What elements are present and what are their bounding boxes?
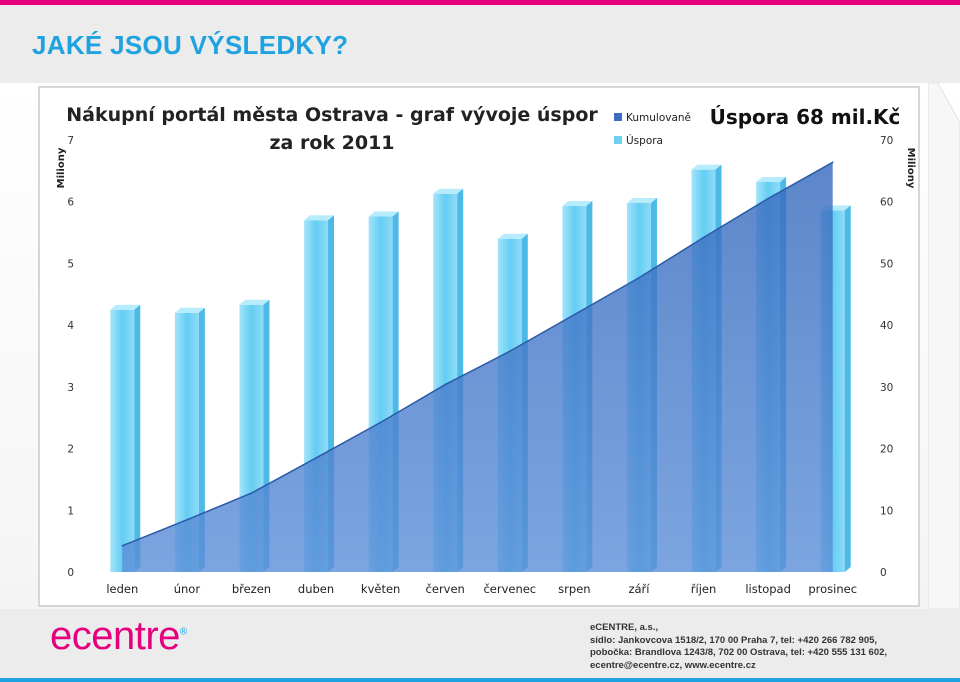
bar-uspora-top (304, 215, 335, 221)
chart-legend: Kumulovaně Úspora (614, 112, 691, 147)
x-tick-label: březen (232, 582, 271, 596)
bar-uspora-top (691, 164, 722, 170)
bar-uspora-side (134, 304, 141, 572)
footer-band (0, 609, 960, 682)
cumulative-point (250, 492, 253, 494)
y-tick-label-left: 7 (67, 135, 74, 147)
header-band (0, 5, 960, 83)
legend-label-savings: Úspora (626, 134, 663, 147)
x-tick-label: únor (174, 582, 201, 596)
y-tick-label-left: 2 (67, 444, 74, 456)
bar-uspora-top (562, 201, 593, 207)
x-tick-label: červen (426, 582, 465, 596)
x-tick-label: leden (106, 582, 138, 596)
y-tick-label-left: 4 (67, 320, 74, 332)
registered-mark-icon: ® (179, 626, 187, 638)
y-tick-label-right: 10 (880, 505, 893, 517)
legend-label-cumulative: Kumulovaně (626, 112, 691, 124)
bar-uspora-top (110, 304, 141, 310)
cumulative-area-fill (122, 162, 833, 572)
x-tick-label: duben (298, 582, 334, 596)
cumulative-point (315, 457, 317, 459)
chart-annotation-total-savings: Úspora 68 mil.Kč (710, 105, 901, 129)
bar-uspora-top (433, 188, 464, 194)
x-tick-label: červenec (483, 582, 536, 596)
cumulative-point (508, 350, 511, 353)
bar-uspora-top (756, 176, 787, 182)
bar-uspora-top (174, 307, 205, 313)
y-tick-label-right: 40 (880, 320, 893, 332)
bar-uspora-side (844, 205, 851, 572)
y-tick-label-right: 50 (880, 258, 893, 270)
cumulative-point (831, 161, 834, 164)
slide-title: JAKÉ JSOU VÝSLEDKY? (32, 30, 349, 60)
cumulative-point (767, 197, 769, 200)
y-tick-label-left: 6 (67, 197, 74, 209)
x-tick-label: říjen (691, 582, 716, 596)
y-tick-label-left: 5 (67, 258, 74, 270)
bar-uspora-top (626, 197, 657, 203)
ecentre-logo: ecentre® (50, 614, 187, 659)
logo-text: ecentre (50, 614, 180, 658)
legend-swatch-savings (614, 136, 622, 144)
y-tick-label-right: 20 (880, 444, 893, 456)
bar-uspora-side (198, 307, 205, 572)
y-tick-label-right: 0 (880, 567, 887, 579)
y-tick-label-right: 30 (880, 382, 893, 394)
company-info: eCENTRE, a.s., sídlo: Jankovcova 1518/2,… (590, 622, 887, 672)
cumulative-area-edge (122, 161, 834, 547)
bar-uspora (110, 309, 135, 572)
x-tick-label: listopad (745, 582, 791, 596)
cumulative-point (186, 519, 188, 521)
chart-title-line-2: za rok 2011 (269, 132, 394, 154)
cumulative-point (121, 544, 124, 547)
cumulative-point (379, 421, 382, 424)
legend-swatch-cumulative (614, 113, 622, 121)
bar-uspora-top (497, 233, 528, 239)
company-line: eCENTRE, a.s., (590, 622, 659, 633)
chart-title-line-1: Nákupní portál města Ostrava - graf vývo… (66, 104, 598, 126)
y-tick-label-left: 3 (67, 382, 74, 394)
x-tick-label: srpen (558, 582, 590, 596)
y-tick-label-right: 70 (880, 135, 893, 147)
cumulative-area (121, 161, 834, 572)
y-axis-label-left: Miliony (56, 147, 67, 188)
top-accent-stripe (0, 0, 960, 5)
cumulative-point (573, 313, 576, 316)
bottom-accent-stripe (0, 678, 960, 682)
x-tick-label: květen (361, 582, 400, 596)
x-tick-label: prosinec (808, 582, 857, 596)
company-line: sídlo: Jankovcova 1518/2, 170 00 Praha 7… (590, 634, 878, 646)
decorative-arrow-shape (928, 83, 960, 609)
cumulative-point (702, 236, 705, 239)
cumulative-point (638, 276, 640, 279)
y-tick-label-left: 1 (67, 505, 74, 517)
chart-frame: Nákupní portál města Ostrava - graf vývo… (38, 86, 920, 607)
y-tick-label-right: 60 (880, 197, 893, 209)
company-line: ecentre@ecentre.cz, www.ecentre.cz (590, 659, 756, 671)
savings-chart: Nákupní portál města Ostrava - graf vývo… (56, 104, 916, 596)
y-tick-label-left: 0 (67, 567, 74, 579)
bar-uspora-top (368, 211, 399, 217)
y-axis-label-right: Miliony (905, 148, 916, 189)
bar-uspora-top (239, 299, 270, 305)
company-line: pobočka: Brandlova 1243/8, 702 00 Ostrav… (590, 647, 888, 658)
cumulative-point (444, 383, 447, 386)
x-tick-label: září (628, 582, 650, 596)
